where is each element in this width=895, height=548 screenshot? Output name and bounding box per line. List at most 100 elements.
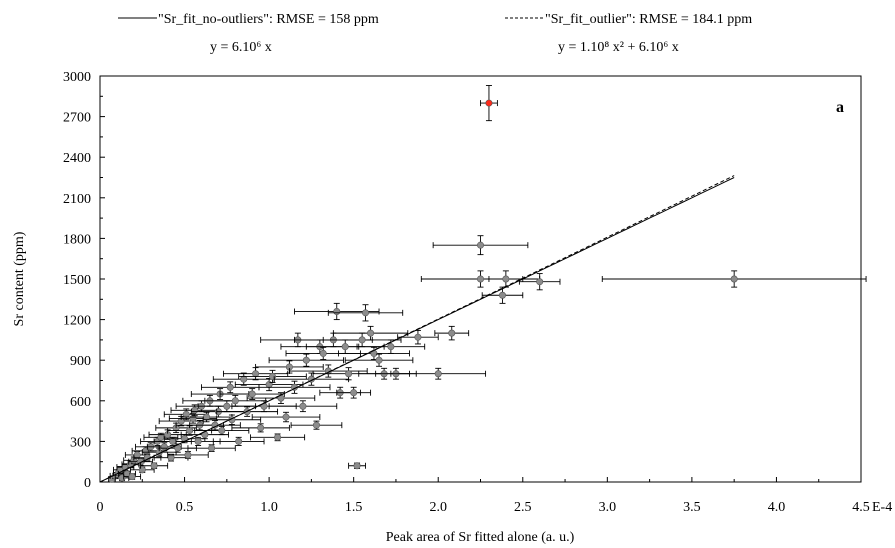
legend: "Sr_fit_no-outliers": RMSE = 158 ppm y =…: [118, 12, 752, 55]
marker: [191, 406, 199, 414]
data-point: [344, 353, 414, 367]
marker: [387, 343, 395, 351]
data-point: [432, 235, 529, 256]
marker: [502, 275, 510, 283]
data-point: [268, 353, 344, 367]
fit-lines: [99, 175, 735, 483]
marker: [226, 383, 234, 391]
data-point: [133, 453, 162, 462]
marker: [350, 389, 358, 397]
x-tick-label: 3.5: [683, 500, 701, 515]
data-point: [518, 273, 561, 291]
y-tick-label: 1200: [63, 314, 91, 329]
marker: [414, 333, 422, 341]
marker: [476, 241, 484, 249]
y-tick-label: 2100: [63, 192, 91, 207]
data-point: [268, 400, 338, 413]
data-point: [290, 420, 343, 430]
x-tick-label: 1.0: [260, 500, 278, 515]
marker: [138, 466, 146, 474]
data-point: [212, 436, 265, 446]
data-point: [390, 367, 487, 380]
data-points: [108, 85, 867, 483]
marker: [434, 370, 442, 378]
y-tick-label: 600: [70, 395, 91, 410]
marker: [476, 275, 484, 283]
marker: [128, 473, 136, 481]
x-tick-label: 2.5: [514, 500, 532, 515]
data-point: [288, 364, 368, 378]
marker: [235, 437, 243, 445]
x-axis-label: Peak area of Sr fitted alone (a. u.): [386, 530, 575, 545]
marker: [203, 413, 211, 421]
data-point: [337, 346, 410, 360]
marker: [257, 424, 265, 432]
marker: [208, 444, 216, 452]
x-axis: 0 0.5 1.0 1.5 2.0 2.5 3.0 3.5 4.0 4.5: [97, 477, 870, 515]
marker: [169, 437, 177, 445]
data-point: [397, 329, 439, 345]
marker: [189, 414, 197, 422]
x-tick-label: 0.5: [176, 500, 194, 515]
marker: [182, 410, 190, 418]
marker: [358, 336, 366, 344]
marker: [353, 462, 361, 470]
marker: [341, 343, 349, 351]
fit-line-outlier: [99, 175, 735, 483]
marker: [282, 413, 290, 421]
marker: [157, 433, 165, 441]
marker: [367, 329, 375, 337]
marker: [312, 421, 320, 429]
y-axis: 0 300 600 900 1200 1500 1800 2100 2400 2700 3000: [63, 70, 105, 491]
marker: [498, 291, 506, 299]
x-tick-label: 4.5: [852, 500, 870, 515]
y-tick-label: 3000: [63, 70, 91, 85]
marker: [448, 329, 456, 337]
data-point: [163, 408, 209, 421]
data-point: [273, 372, 350, 386]
marker: [268, 372, 276, 380]
marker: [218, 427, 226, 435]
data-point: [212, 372, 275, 386]
x-tick-label: 1.5: [345, 500, 363, 515]
data-point: [332, 325, 409, 341]
data-point: [246, 392, 316, 404]
x-tick-label: 4.0: [768, 500, 786, 515]
marker: [302, 356, 310, 364]
marker: [299, 402, 307, 410]
data-point: [202, 414, 262, 425]
legend-entry-2-equation: y = 1.10⁸ x² + 6.10⁶ x: [558, 40, 679, 55]
data-point: [219, 388, 285, 400]
data-point: [140, 462, 169, 470]
marker: [536, 278, 544, 286]
marker: [240, 375, 248, 383]
data-point: [167, 451, 209, 459]
y-tick-label: 300: [70, 435, 91, 450]
legend-entry-2-label: "Sr_fit_outlier": RMSE = 184.1 ppm: [545, 12, 752, 27]
y-tick-label: 0: [84, 476, 91, 491]
y-tick-label: 1800: [63, 232, 91, 247]
y-tick-label: 900: [70, 354, 91, 369]
marker: [252, 370, 260, 378]
marker: [194, 437, 202, 445]
marker: [345, 370, 353, 378]
y-tick-label: 1500: [63, 273, 91, 288]
marker: [223, 402, 231, 410]
data-point: [250, 433, 306, 442]
marker: [167, 454, 175, 462]
x-tick-label: 2.0: [429, 500, 447, 515]
marker: [274, 433, 282, 441]
data-point: [231, 423, 290, 433]
data-point: [601, 270, 867, 288]
outlier-point: [480, 85, 498, 122]
marker: [150, 462, 158, 470]
y-axis-label: Sr content (ppm): [12, 231, 27, 326]
data-point: [258, 380, 331, 394]
data-point: [123, 473, 142, 481]
marker: [485, 99, 493, 107]
marker: [186, 427, 194, 435]
data-point: [434, 325, 470, 341]
data-point: [204, 394, 267, 407]
y-tick-label: 2700: [63, 111, 91, 126]
